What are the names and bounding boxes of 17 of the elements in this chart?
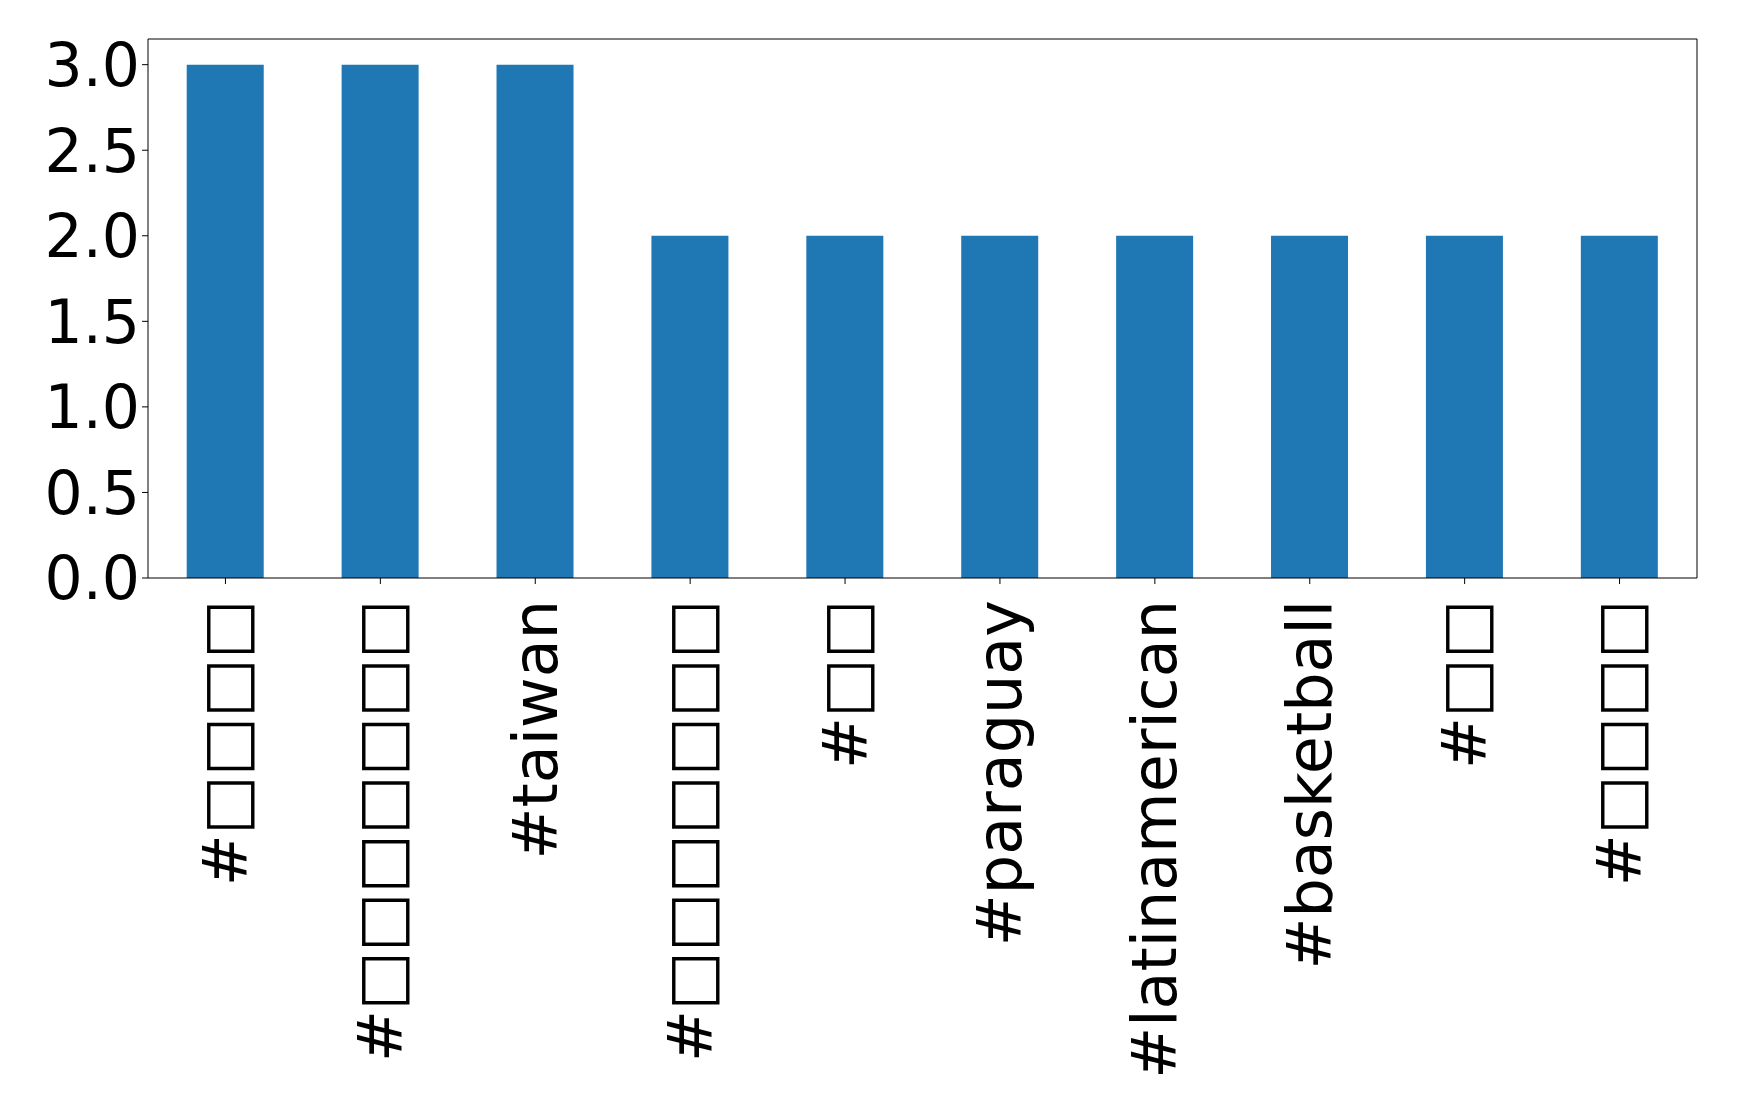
x-tick-label: #latinamerican: [1118, 600, 1192, 1079]
x-tick-label: #taiwan: [498, 600, 572, 860]
y-tick-label: 2.5: [44, 115, 140, 186]
x-tick-label: #basketball: [1273, 600, 1347, 970]
x-tick-label: #□□: [808, 600, 882, 770]
y-tick-label: 1.0: [44, 372, 140, 443]
x-tick-label: #□□: [1428, 600, 1502, 770]
x-tick-label: #paraguay: [963, 600, 1037, 947]
x-tick-label: #□□□□□□□: [653, 600, 727, 1063]
y-tick-label: 1.5: [44, 286, 140, 357]
y-tick-label: 2.0: [44, 201, 140, 272]
y-tick-label: 3.0: [44, 29, 140, 100]
x-tick-label: #□□□□: [188, 600, 262, 887]
y-tick-label: 0.5: [44, 457, 140, 528]
x-tick-label: #□□□□□□□: [343, 600, 417, 1063]
y-tick-label: 0.0: [44, 543, 140, 614]
x-tick-label: #□□□□: [1583, 600, 1657, 887]
